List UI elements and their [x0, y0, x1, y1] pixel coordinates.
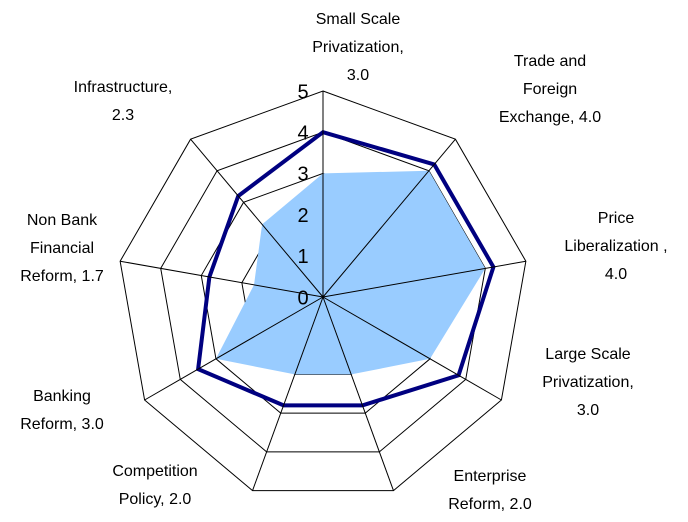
category-label: Banking — [33, 388, 91, 405]
category-label: Privatization, — [312, 39, 404, 56]
category-label: Enterprise — [454, 468, 527, 485]
spoke — [144, 296, 324, 401]
category-label: Trade and — [514, 53, 586, 70]
category-label: Infrastructure, — [74, 79, 173, 96]
spoke — [120, 260, 324, 298]
category-label: Small Scale — [316, 11, 401, 28]
r-tick-label: 1 — [297, 246, 308, 268]
category-label: Reform, 3.0 — [20, 416, 104, 433]
spoke — [322, 260, 526, 298]
r-tick-label: 0 — [297, 287, 308, 309]
series-area — [215, 170, 486, 375]
category-label: Large Scale — [545, 346, 630, 363]
spoke — [322, 296, 502, 401]
spoke — [322, 138, 456, 298]
category-label: Privatization, — [542, 374, 634, 391]
spoke — [190, 138, 324, 298]
grid-ring — [119, 90, 527, 492]
series-line — [195, 130, 496, 408]
spoke — [322, 296, 394, 491]
category-label: Reform, 2.0 — [448, 496, 532, 513]
category-label: 3.0 — [347, 67, 369, 84]
category-label: 2.3 — [112, 107, 134, 124]
category-label: 4.0 — [605, 266, 627, 283]
r-tick-label: 5 — [297, 81, 308, 103]
category-label: Liberalization , — [564, 238, 667, 255]
category-label: Reform, 1.7 — [20, 268, 104, 285]
r-tick-label: 4 — [297, 122, 308, 144]
category-label: Exchange, 4.0 — [499, 109, 601, 126]
r-tick-label: 2 — [297, 205, 308, 227]
category-label: Financial — [30, 240, 94, 257]
category-label: Non Bank — [27, 212, 98, 229]
r-tick-label: 3 — [297, 164, 308, 186]
category-label: Policy, 2.0 — [119, 491, 192, 508]
category-label: Price — [598, 210, 635, 227]
category-label: Competition — [112, 463, 197, 480]
category-label: 3.0 — [577, 402, 599, 419]
category-label: Foreign — [523, 81, 577, 98]
spoke — [252, 296, 324, 491]
